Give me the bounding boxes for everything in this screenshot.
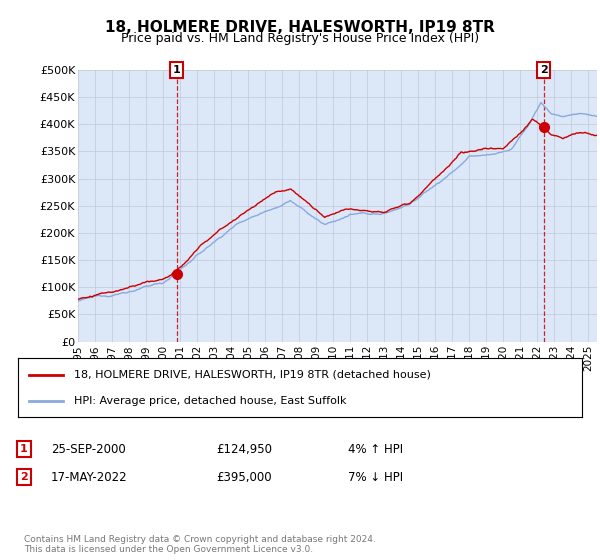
Text: £395,000: £395,000 [216,470,272,484]
Text: 18, HOLMERE DRIVE, HALESWORTH, IP19 8TR: 18, HOLMERE DRIVE, HALESWORTH, IP19 8TR [105,20,495,35]
Text: £124,950: £124,950 [216,442,272,456]
Text: 7% ↓ HPI: 7% ↓ HPI [348,470,403,484]
Text: 1: 1 [173,65,181,75]
Text: 25-SEP-2000: 25-SEP-2000 [51,442,126,456]
Text: HPI: Average price, detached house, East Suffolk: HPI: Average price, detached house, East… [74,396,347,406]
Text: Contains HM Land Registry data © Crown copyright and database right 2024.
This d: Contains HM Land Registry data © Crown c… [24,535,376,554]
Text: 1: 1 [20,444,28,454]
Text: 2: 2 [20,472,28,482]
Text: 2: 2 [540,65,548,75]
Text: 4% ↑ HPI: 4% ↑ HPI [348,442,403,456]
Text: 18, HOLMERE DRIVE, HALESWORTH, IP19 8TR (detached house): 18, HOLMERE DRIVE, HALESWORTH, IP19 8TR … [74,370,431,380]
Text: 17-MAY-2022: 17-MAY-2022 [51,470,128,484]
Text: Price paid vs. HM Land Registry's House Price Index (HPI): Price paid vs. HM Land Registry's House … [121,32,479,45]
